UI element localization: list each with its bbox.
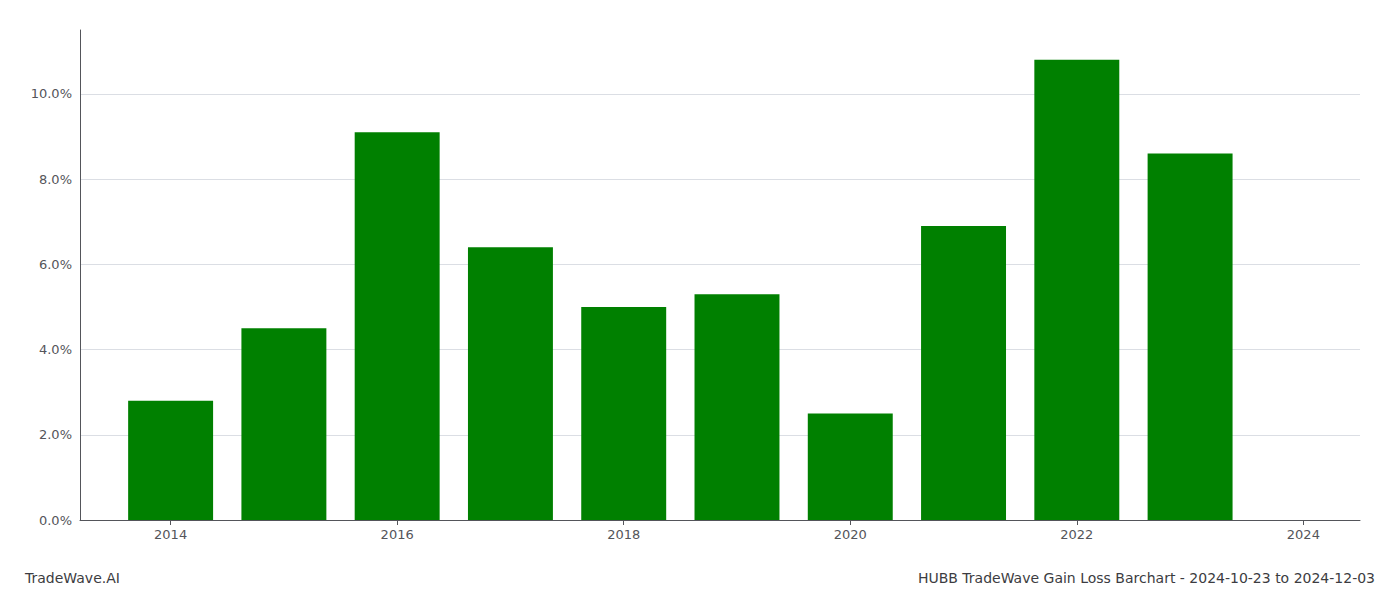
svg-text:2018: 2018 xyxy=(607,527,640,542)
svg-text:2022: 2022 xyxy=(1060,527,1093,542)
svg-text:0.0%: 0.0% xyxy=(39,513,72,528)
svg-text:2016: 2016 xyxy=(381,527,414,542)
svg-text:2024: 2024 xyxy=(1287,527,1320,542)
svg-text:TradeWave.AI: TradeWave.AI xyxy=(24,570,120,586)
svg-text:HUBB TradeWave Gain Loss Barch: HUBB TradeWave Gain Loss Barchart - 2024… xyxy=(918,570,1375,586)
svg-text:6.0%: 6.0% xyxy=(39,257,72,272)
svg-text:2020: 2020 xyxy=(834,527,867,542)
svg-text:10.0%: 10.0% xyxy=(31,86,72,101)
svg-text:2014: 2014 xyxy=(154,527,187,542)
svg-text:4.0%: 4.0% xyxy=(39,342,72,357)
svg-text:8.0%: 8.0% xyxy=(39,172,72,187)
svg-text:2.0%: 2.0% xyxy=(39,427,72,442)
